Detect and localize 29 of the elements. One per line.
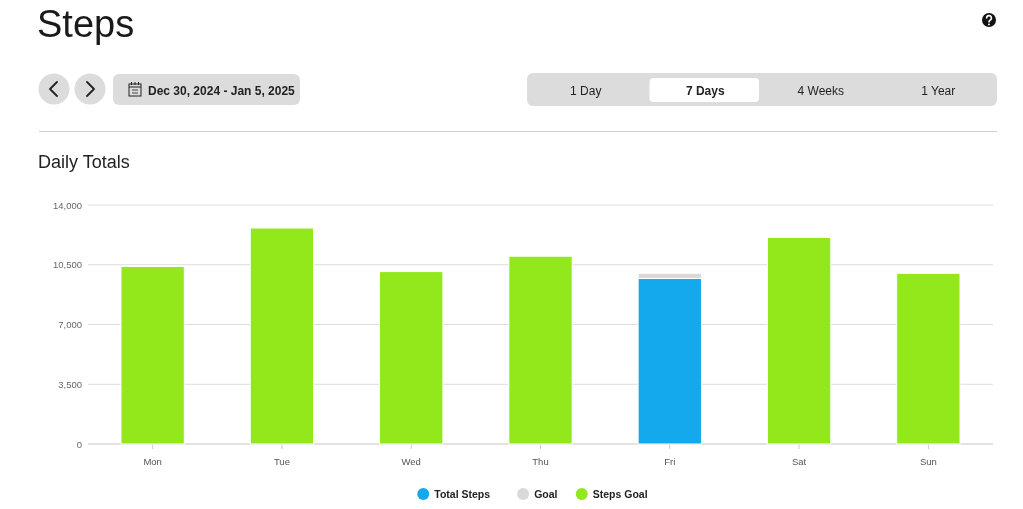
text: 1 Day: [570, 83, 602, 98]
x-tick-label: Tue: [273, 456, 290, 467]
chart-subtitle: Daily Totals: [38, 152, 130, 172]
x-tick-label: Sun: [919, 456, 937, 467]
y-tick-label: 3,500: [58, 378, 82, 390]
text: Dec 30, 2024 - Jan 5, 2025: [148, 83, 296, 98]
y-tick-label: 10,500: [52, 259, 82, 271]
bar: [120, 265, 185, 445]
text: 7 Days: [685, 83, 725, 98]
bar: [896, 272, 961, 445]
bar: [379, 271, 444, 445]
bar: [508, 255, 573, 445]
bar: [637, 277, 702, 445]
legend-label: Steps Goal: [592, 487, 648, 500]
x-tick-label: Sat: [791, 456, 807, 467]
text: 4 Weeks: [797, 83, 844, 98]
bar: [249, 227, 315, 445]
y-tick-label: 0: [76, 438, 82, 450]
x-tick-label: Thu: [532, 456, 549, 467]
x-tick-label: Fri: [664, 456, 676, 467]
chart-title: Steps: [37, 3, 135, 45]
legend-label: Goal: [534, 487, 558, 500]
y-tick-label: 14,000: [52, 199, 82, 211]
y-tick-label: 7,000: [58, 319, 82, 330]
x-tick-label: Mon: [143, 456, 162, 467]
bar: [766, 236, 832, 445]
text: 1 Year: [921, 83, 956, 98]
x-tick-label: Wed: [401, 456, 421, 467]
legend-label: Total Steps: [434, 487, 491, 500]
